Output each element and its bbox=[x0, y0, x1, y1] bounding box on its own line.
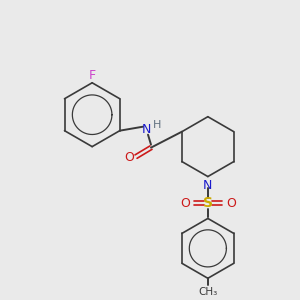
Text: H: H bbox=[153, 120, 161, 130]
Text: O: O bbox=[124, 151, 134, 164]
Text: N: N bbox=[141, 123, 151, 136]
Text: N: N bbox=[203, 178, 212, 191]
Text: S: S bbox=[203, 196, 213, 211]
Text: O: O bbox=[180, 197, 190, 210]
Text: O: O bbox=[226, 197, 236, 210]
Text: F: F bbox=[88, 69, 96, 82]
Text: CH₃: CH₃ bbox=[198, 287, 218, 297]
